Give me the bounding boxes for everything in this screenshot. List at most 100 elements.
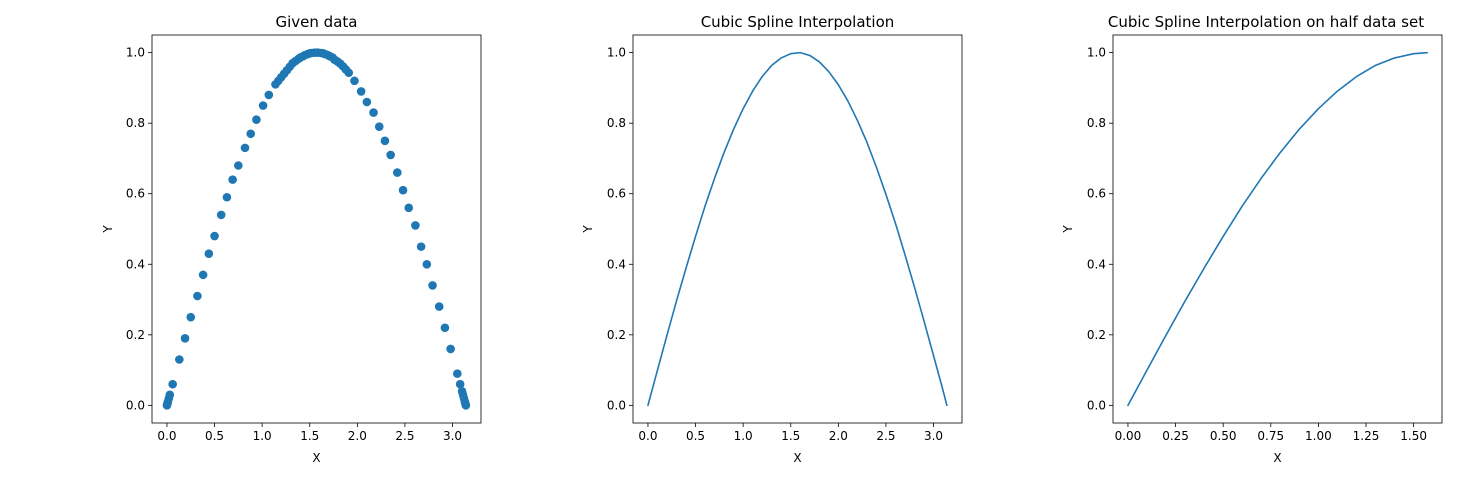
given-data-point [193,291,202,301]
given-data-point [210,231,219,241]
half-spline-xtick-label: 1.00 [1305,429,1332,443]
given-data-point [416,242,426,251]
cubic-spline-xtick-label: 2.5 [876,429,895,443]
given-data-point [186,312,196,322]
cubic-spline-panel: Cubic Spline Interpolation X Y 0.0 0.5 1.0… [581,13,963,465]
half-spline-xtick-label: 1.25 [1353,429,1380,443]
cubic-spline-line [647,51,948,407]
given-data-xtick-label: 0.5 [205,429,224,443]
half-spline-xlabel: X [1273,451,1281,465]
given-data-point [222,192,232,202]
given-data-point [422,259,432,269]
given-data-xlabel: X [312,451,320,465]
half-spline-panel: Cubic Spline Interpolation on half data … [1061,13,1443,465]
half-spline-series-line [1127,51,1428,407]
cubic-spline-title: Cubic Spline Interpolation [701,13,895,31]
given-data-point [446,344,455,354]
given-data-ytick-label: 1.0 [126,46,145,60]
given-data-point [252,115,261,124]
half-spline-xtick-label: 0.00 [1115,429,1142,443]
half-spline-ytick-label: 0.4 [1087,257,1106,271]
given-data-point [452,369,462,378]
given-data-point [356,87,366,96]
cubic-spline-ytick-label: 0.6 [607,187,626,201]
given-data-point [411,221,420,230]
given-data-point [216,210,226,220]
given-data-point [386,150,395,160]
given-data-point [198,270,208,280]
half-spline-xtick-label: 0.75 [1257,429,1284,443]
given-data-ytick-label: 0.8 [126,116,145,130]
half-spline-plot-frame [1112,34,1443,424]
cubic-spline-xtick-label: 1.5 [781,429,800,443]
cubic-spline-plot-frame [632,34,963,424]
cubic-spline-ytick-label: 1.0 [607,46,626,60]
given-data-point [393,168,402,177]
given-data-point [246,129,256,139]
cubic-spline-xlabel: X [793,451,801,465]
given-data-point [374,122,384,132]
given-data-xtick-label: 1.5 [300,429,319,443]
given-data-xtick-label: 2.5 [395,429,414,443]
given-data-plot-frame [151,34,482,424]
given-data-point [440,323,450,333]
given-data-ytick-label: 0.2 [126,328,145,342]
half-spline-ytick-label: 1.0 [1087,46,1106,60]
given-data-point [240,143,250,153]
given-data-xaxis: 0.0 0.5 1.0 1.5 2.0 2.5 3.0 [157,423,462,443]
half-spline-xtick-label: 0.25 [1162,429,1189,443]
given-data-point [398,185,408,195]
half-spline-ytick-label: 0.2 [1087,328,1106,342]
given-data-point [344,68,354,78]
half-spline-xtick-label: 0.50 [1210,429,1237,443]
cubic-spline-xtick-label: 3.0 [924,429,943,443]
half-spline-xaxis: 0.00 0.25 0.50 0.75 1.00 1.25 1.50 [1115,423,1427,443]
cubic-spline-yaxis: 0.0 0.2 0.4 0.6 0.8 1.0 [607,46,633,412]
given-data-point [258,101,268,110]
given-data-xtick-label: 2.0 [348,429,367,443]
given-data-title: Given data [276,13,358,31]
given-data-point [204,249,214,258]
given-data-point [434,302,444,311]
given-data-point [362,97,372,107]
given-data-point [455,379,465,389]
given-data-ytick-label: 0.4 [126,257,145,271]
given-data-point [461,401,471,410]
half-spline-ylabel: Y [1061,225,1075,234]
given-data-xtick-label: 1.0 [253,429,272,443]
given-data-point [380,136,390,146]
cubic-spline-ytick-label: 0.8 [607,116,626,130]
given-data-point [165,390,175,400]
cubic-spline-ytick-label: 0.4 [607,257,626,271]
given-data-point [180,334,190,343]
cubic-spline-ytick-label: 0.2 [607,328,626,342]
given-data-point [175,355,184,364]
given-data-ylabel: Y [101,225,115,234]
given-data-yaxis: 0.0 0.2 0.4 0.6 0.8 1.0 [126,46,152,412]
given-data-xtick-label: 0.0 [157,429,176,443]
cubic-spline-ytick-label: 0.0 [607,398,626,412]
cubic-spline-xtick-label: 0.0 [638,429,657,443]
given-data-xtick-label: 3.0 [443,429,462,443]
given-data-point [234,161,243,170]
half-spline-ytick-label: 0.0 [1087,398,1106,412]
half-spline-title: Cubic Spline Interpolation on half data … [1108,13,1424,31]
half-spline-ytick-label: 0.6 [1087,187,1106,201]
given-data-point [264,90,274,100]
cubic-spline-series-line [647,51,948,407]
half-spline-xtick-label: 1.50 [1400,429,1427,443]
half-spline-ytick-label: 0.8 [1087,116,1106,130]
given-data-point [369,108,378,117]
half-spline-line [1127,51,1428,407]
given-data-point [428,281,437,290]
cubic-spline-xtick-label: 2.0 [829,429,848,443]
cubic-spline-xtick-label: 0.5 [686,429,705,443]
given-data-point [404,203,414,213]
given-data-ytick-label: 0.6 [126,187,145,201]
cubic-spline-xaxis: 0.0 0.5 1.0 1.5 2.0 2.5 3.0 [638,423,943,443]
cubic-spline-xtick-label: 1.0 [734,429,753,443]
given-data-ytick-label: 0.0 [126,398,145,412]
given-data-panel: Given data X Y 0.0 0.5 1.0 1.5 2.0 2.5 3.0 0.0… [101,13,482,465]
